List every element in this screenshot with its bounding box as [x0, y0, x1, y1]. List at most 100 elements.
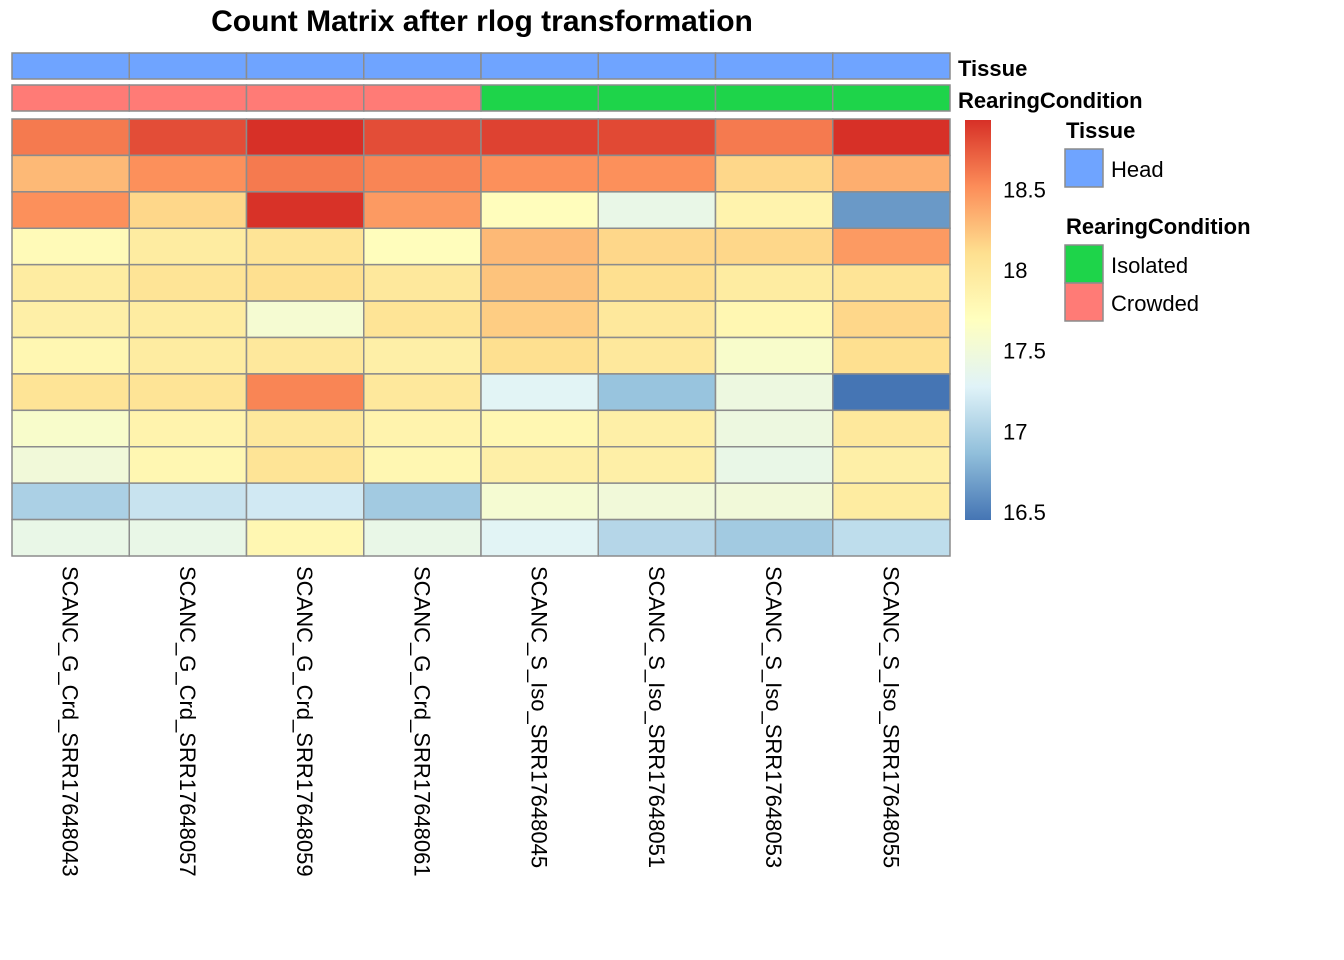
annotation-cell-tissue [11, 52, 130, 80]
annotation-cell-rearingcondition [832, 84, 951, 112]
heatmap-cell [597, 118, 717, 157]
legend-title: Tissue [1066, 118, 1135, 143]
heatmap-cell [245, 373, 365, 412]
colorbar-ticks: 18.5 18 17.5 17 16.5 [1003, 177, 1046, 525]
heatmap-cell [714, 118, 834, 157]
heatmap-cell [11, 518, 130, 557]
heatmap-cell [832, 191, 951, 229]
heatmap-cell [597, 263, 717, 302]
column-label: SCANC_S_Iso_SRR17648055 [878, 566, 903, 868]
annotation-cell-rearingcondition [597, 84, 717, 112]
colorbar-tick-label: 18 [1003, 258, 1027, 283]
annotation-legend: Tissue Head RearingCondition Isolated Crowde… [1064, 118, 1251, 322]
heatmap-cell [245, 263, 365, 302]
heatmap-cell [597, 518, 717, 557]
heatmap-cell [245, 409, 365, 448]
heatmap-cell [714, 154, 834, 193]
colorbar-tick-label: 17 [1003, 419, 1027, 444]
heatmap-cell [363, 263, 482, 302]
heatmap-cell [597, 446, 717, 484]
heatmap-cell [714, 409, 834, 448]
annotation-cell-tissue [245, 52, 365, 80]
heatmap-cell [245, 446, 365, 484]
heatmap-cell [597, 154, 717, 193]
annotation-cell-tissue [480, 52, 599, 80]
heatmap-cell [832, 336, 951, 375]
annotation-cell-tissue [128, 52, 248, 80]
heatmap-cell [245, 191, 365, 229]
heatmap-cell [714, 482, 834, 521]
heatmap-cell [597, 336, 717, 375]
heatmap-cell [245, 482, 365, 521]
heatmap-cell [245, 227, 365, 266]
heatmap-cell [480, 409, 599, 448]
heatmap-cell [832, 409, 951, 448]
heatmap-cell [363, 482, 482, 521]
heatmap-cell [480, 263, 599, 302]
colorbar [965, 120, 991, 520]
heatmap-cell [597, 300, 717, 339]
heatmap-cell [714, 191, 834, 229]
column-label: SCANC_G_Crd_SRR17648043 [58, 566, 83, 877]
heatmap-cell [11, 227, 130, 266]
heatmap-cell [363, 300, 482, 339]
heatmap-cell [714, 336, 834, 375]
annotation-cell-rearingcondition [714, 84, 834, 112]
heatmap-cell [832, 300, 951, 339]
legend-swatch [1064, 148, 1104, 188]
heatmap-cell [245, 300, 365, 339]
heatmap-cell [128, 409, 248, 448]
heatmap-cell [11, 482, 130, 521]
heatmap-cell [11, 373, 130, 412]
column-labels: SCANC_G_Crd_SRR17648043 SCANC_G_Crd_SRR17… [58, 566, 904, 877]
colorbar-tick-label: 16.5 [1003, 500, 1046, 525]
heatmap-cell [597, 227, 717, 266]
heatmap-cell [363, 409, 482, 448]
legend-title: RearingCondition [1066, 214, 1251, 239]
heatmap-cell [11, 409, 130, 448]
heatmap-cell [245, 336, 365, 375]
heatmap-cell [11, 118, 130, 157]
annotation-cell-tissue [714, 52, 834, 80]
heatmap-cell [480, 227, 599, 266]
heatmap-cell [128, 300, 248, 339]
heatmap-cell [363, 336, 482, 375]
heatmap-cell [832, 227, 951, 266]
heatmap-cell [480, 191, 599, 229]
heatmap-cell [128, 263, 248, 302]
heatmap-cell [832, 518, 951, 557]
heatmap-cell [128, 191, 248, 229]
heatmap-cell [480, 373, 599, 412]
annotation-cell-rearingcondition [363, 84, 482, 112]
annotation-cell-tissue [363, 52, 482, 80]
column-label: SCANC_S_Iso_SRR17648053 [761, 566, 786, 868]
heatmap-cell [480, 518, 599, 557]
colorbar-tick-label: 17.5 [1003, 339, 1046, 364]
annotation-tracks [11, 52, 951, 112]
annotation-label-rearing: RearingCondition [958, 88, 1143, 113]
heatmap-cells [11, 118, 951, 557]
heatmap-cell [245, 518, 365, 557]
heatmap-cell [480, 300, 599, 339]
heatmap-cell [363, 227, 482, 266]
heatmap-cell [363, 118, 482, 157]
chart-title: Count Matrix after rlog transformation [211, 5, 753, 38]
column-label: SCANC_G_Crd_SRR17648061 [409, 566, 434, 877]
heatmap-cell [363, 154, 482, 193]
heatmap-cell [11, 154, 130, 193]
heatmap-cell [363, 373, 482, 412]
heatmap-cell [11, 300, 130, 339]
heatmap-cell [714, 446, 834, 484]
legend-label: Head [1111, 157, 1164, 182]
heatmap-cell [128, 227, 248, 266]
heatmap-cell [11, 336, 130, 375]
heatmap-cell [480, 482, 599, 521]
heatmap-cell [714, 227, 834, 266]
heatmap-cell [363, 191, 482, 229]
heatmap-cell [128, 154, 248, 193]
heatmap-cell [128, 118, 248, 157]
heatmap-cell [832, 373, 951, 412]
annotation-cell-rearingcondition [128, 84, 248, 112]
annotation-label-tissue: Tissue [958, 56, 1027, 81]
